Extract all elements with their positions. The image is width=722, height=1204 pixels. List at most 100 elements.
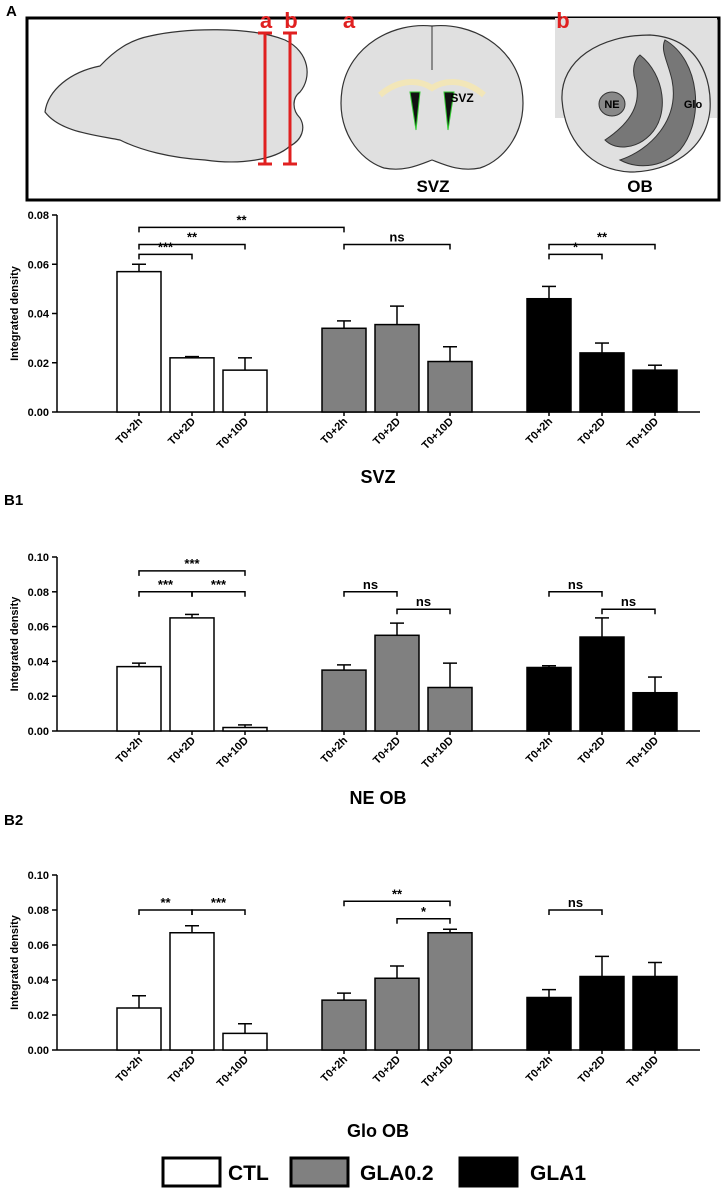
bar xyxy=(321,327,367,413)
x-tick-label: T0+2h xyxy=(114,415,145,446)
legend: CTL GLA0.2 GLA1 xyxy=(161,1156,586,1188)
significance-label: * xyxy=(421,904,427,919)
x-tick-label: T0+2h xyxy=(524,734,555,765)
significance-label: ** xyxy=(187,230,198,245)
y-tick-label: 0.02 xyxy=(28,1010,49,1022)
ventricles xyxy=(409,91,455,131)
chart: B2 Integrated density 0.00 0.02 0.04 0.06 0.08… xyxy=(4,812,700,1141)
x-tick-label: T0+2h xyxy=(114,1053,145,1084)
significance-label: * xyxy=(573,239,579,254)
bar xyxy=(526,996,572,1051)
y-tick-label: 0.02 xyxy=(28,691,49,703)
bar xyxy=(169,357,215,413)
y-tick-label: 0.02 xyxy=(28,358,49,370)
significance-bracket xyxy=(138,570,246,576)
x-tick-label: T0+10D xyxy=(625,735,661,771)
x-tick-label: T0+2D xyxy=(166,416,198,448)
significance-bracket xyxy=(343,591,398,597)
significance-bracket xyxy=(138,243,246,250)
bar xyxy=(427,686,473,732)
ne-label: NE xyxy=(604,99,619,111)
bar xyxy=(116,270,162,413)
y-tick-label: 0.00 xyxy=(28,726,49,738)
x-tick-label: T0+2h xyxy=(319,415,350,446)
significance-bracket xyxy=(343,900,451,907)
ne-region xyxy=(598,91,626,117)
section-caption: OB xyxy=(627,177,653,196)
chart: Integrated density 0.00 0.02 0.04 0.06 0.08 T0… xyxy=(9,210,700,487)
sagittal-brain xyxy=(44,29,308,163)
bar xyxy=(632,691,678,732)
cut-label: a xyxy=(260,8,273,33)
significance-label: ** xyxy=(597,230,608,245)
x-tick-label: T0+2D xyxy=(576,1054,608,1086)
significance-bracket xyxy=(548,591,603,597)
section-letter: b xyxy=(556,8,569,33)
bar xyxy=(374,634,420,732)
significance-label: *** xyxy=(184,556,200,571)
glo-label: Glo xyxy=(684,99,703,111)
y-tick-label: 0.04 xyxy=(28,975,50,987)
x-tick-label: T0+2D xyxy=(371,1054,403,1086)
x-tick-label: T0+2D xyxy=(371,735,403,767)
x-tick-label: T0+10D xyxy=(420,735,456,771)
y-axis-label: Integrated density xyxy=(9,265,21,361)
significance-bracket xyxy=(138,909,193,915)
bar xyxy=(169,617,215,732)
x-tick-label: T0+2D xyxy=(166,1054,198,1086)
significance-label: ns xyxy=(568,577,583,592)
bar xyxy=(321,999,367,1051)
y-tick-label: 0.04 xyxy=(28,309,50,321)
x-tick-label: T0+10D xyxy=(215,416,251,452)
significance-label: *** xyxy=(158,239,174,254)
significance-label: ns xyxy=(389,230,404,245)
panel-label: B1 xyxy=(4,492,23,509)
chart-title: NE OB xyxy=(349,788,406,808)
y-tick-label: 0.08 xyxy=(28,587,49,599)
significance-label: ** xyxy=(392,886,403,901)
glo-layer xyxy=(604,54,663,148)
significance-bracket xyxy=(601,608,656,615)
diagram: a b SVZ SVZ a NE Glo OB b A xyxy=(6,3,721,202)
glo-layer xyxy=(618,39,697,167)
x-tick-label: T0+2D xyxy=(576,416,608,448)
bar xyxy=(632,975,678,1051)
bar xyxy=(374,977,420,1051)
bar xyxy=(632,369,678,413)
y-tick-label: 0.06 xyxy=(28,259,49,271)
significance-bracket xyxy=(548,253,603,260)
bar xyxy=(526,666,572,732)
legend-label: CTL xyxy=(228,1162,269,1185)
bar xyxy=(526,297,572,413)
significance-bracket xyxy=(191,909,246,915)
y-tick-label: 0.06 xyxy=(28,940,49,952)
x-tick-label: T0+2h xyxy=(524,1053,555,1084)
x-tick-label: T0+10D xyxy=(215,735,251,771)
y-tick-label: 0.00 xyxy=(28,407,49,419)
bar xyxy=(169,932,215,1051)
significance-label: *** xyxy=(158,577,174,592)
cut-label: b xyxy=(284,8,297,33)
bar xyxy=(116,665,162,732)
diagram-frame xyxy=(25,16,721,202)
section-caption: SVZ xyxy=(416,177,449,196)
bar xyxy=(579,352,625,413)
bar xyxy=(579,975,625,1051)
x-tick-label: T0+10D xyxy=(420,1054,456,1090)
x-tick-label: T0+10D xyxy=(625,1054,661,1090)
bar xyxy=(222,1032,268,1051)
chart-title: Glo OB xyxy=(347,1121,409,1141)
section-letter: a xyxy=(343,8,356,33)
y-tick-label: 0.10 xyxy=(28,552,49,564)
significance-label: ** xyxy=(236,212,247,227)
legend-swatch xyxy=(161,1156,222,1188)
coronal-section xyxy=(340,24,524,170)
bar xyxy=(427,360,473,413)
y-axis-label: Integrated density xyxy=(9,914,21,1010)
significance-bracket xyxy=(396,918,451,924)
bar xyxy=(222,726,268,732)
x-tick-label: T0+10D xyxy=(215,1054,251,1090)
chart: B1 Integrated density 0.00 0.02 0.04 0.06 0.08… xyxy=(4,492,700,808)
significance-bracket xyxy=(548,909,603,915)
